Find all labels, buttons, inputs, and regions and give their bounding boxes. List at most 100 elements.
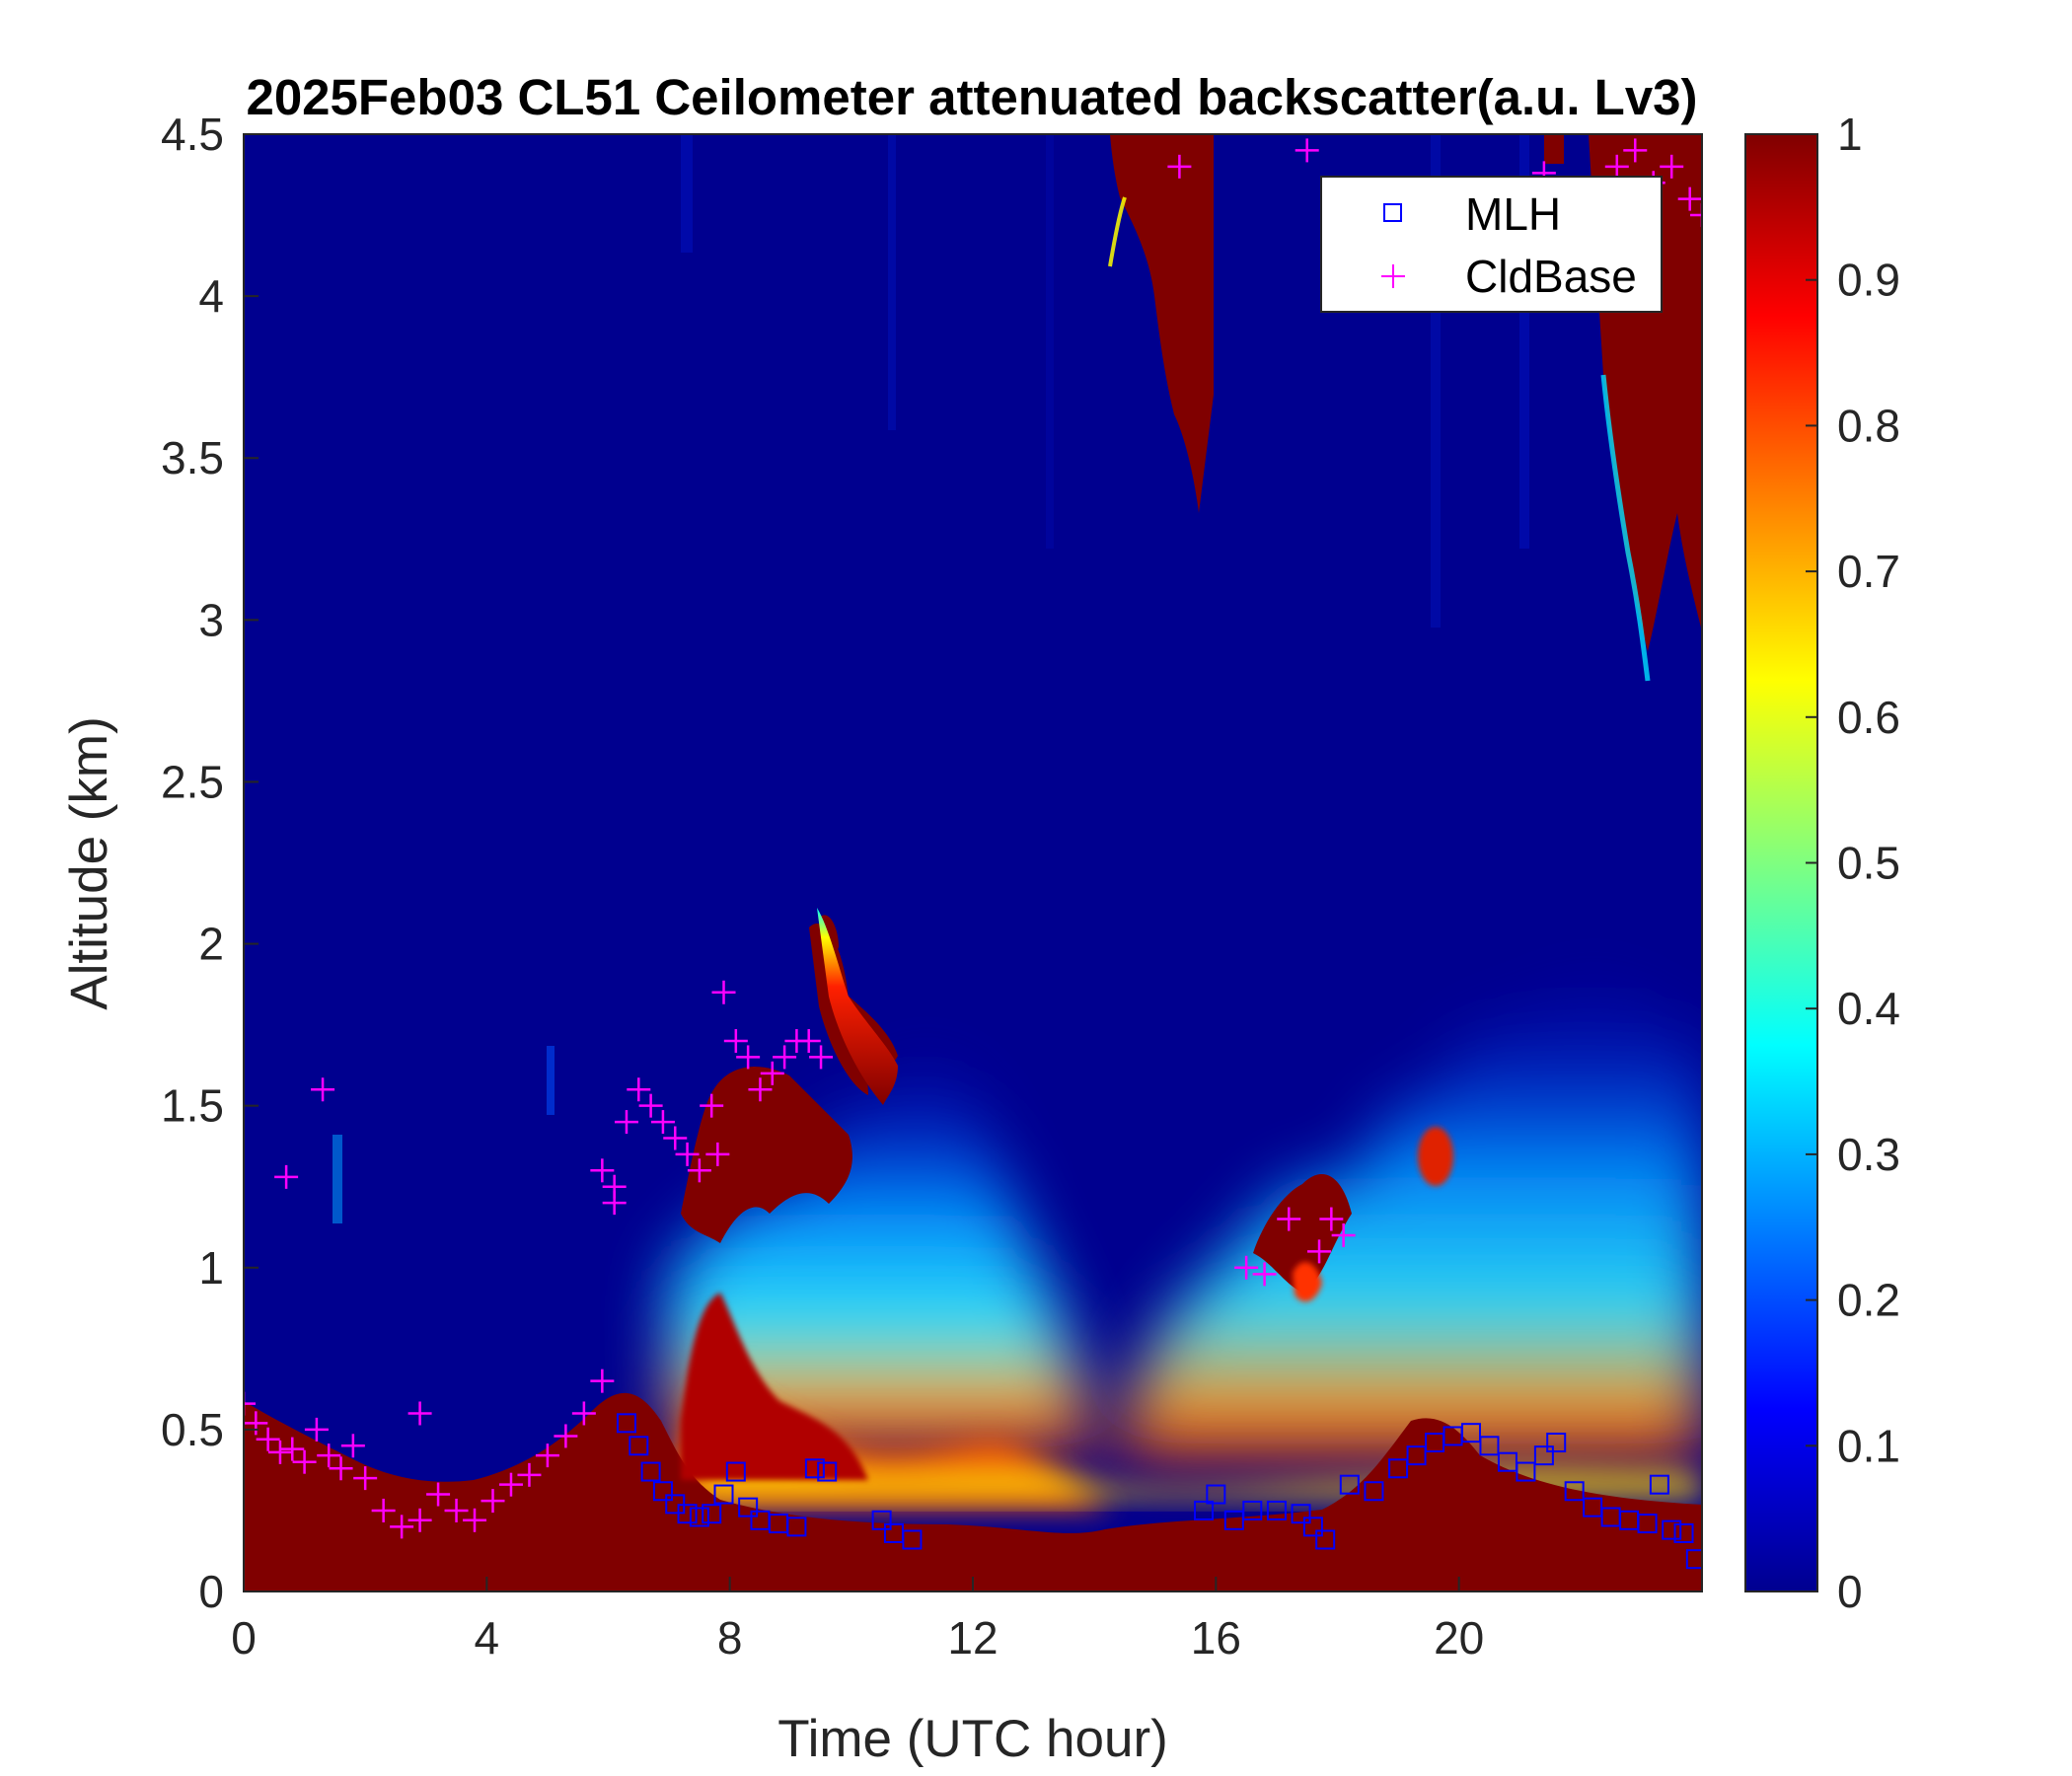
mlh-point	[1339, 1474, 1360, 1495]
mlh-point	[1364, 1481, 1384, 1502]
cldbase-point	[700, 1093, 724, 1118]
cloud-17h-core	[1293, 1262, 1322, 1302]
cldbase-point	[498, 1472, 523, 1497]
y-tick-label: 4	[198, 270, 224, 322]
upper-cloud-21h	[1544, 134, 1564, 164]
mlh-point	[1637, 1514, 1658, 1534]
cldbase-point	[390, 1515, 414, 1539]
mlh-point	[1242, 1500, 1263, 1520]
mlh-point	[1564, 1481, 1585, 1502]
cldbase-point	[1604, 154, 1629, 179]
mlh-point	[1406, 1445, 1427, 1466]
mlh-point	[725, 1461, 746, 1482]
cldbase-point	[1252, 1262, 1277, 1287]
cldbase-point	[304, 1417, 329, 1442]
mlh-point	[1673, 1522, 1694, 1543]
heatmap	[244, 134, 1702, 1591]
colorbar-tick-label: 0.8	[1837, 400, 1900, 451]
cldbase-point	[760, 1061, 784, 1085]
y-tick-label: 0	[198, 1566, 224, 1617]
aerosol-plume-morning	[671, 1049, 1095, 1450]
mlh-point	[1533, 1445, 1554, 1466]
mlh-point	[1302, 1517, 1323, 1537]
mlh-point	[713, 1484, 734, 1505]
mlh-point	[1266, 1500, 1287, 1520]
mlh-point	[640, 1461, 661, 1482]
colorbar-tick-label: 0	[1837, 1566, 1863, 1617]
cldbase-point	[554, 1424, 578, 1448]
mlh-point	[616, 1413, 636, 1434]
cldbase-point	[796, 1029, 821, 1054]
cldbase-point	[638, 1093, 663, 1118]
cldbase-point	[675, 1142, 700, 1166]
y-tick-label: 3	[198, 594, 224, 645]
cldbase-point	[340, 1434, 365, 1458]
cldbase-point	[627, 1077, 651, 1102]
chart-title: 2025Feb03 CL51 Ceilometer attenuated bac…	[246, 69, 1697, 125]
cldbase-point	[723, 1029, 748, 1054]
colorbar-tick-label: 0.2	[1837, 1275, 1900, 1326]
cldbase-point	[711, 980, 736, 1004]
cldbase-point	[687, 1158, 711, 1183]
upper-cloud-23h-edge	[1600, 374, 1651, 682]
mlh-point	[804, 1458, 825, 1479]
mlh-point	[1516, 1461, 1536, 1482]
cldbase-point	[1677, 186, 1702, 211]
cldbase-point	[535, 1443, 559, 1468]
aerosol-plume-evening	[1115, 970, 1702, 1460]
colorbar-tick-label: 1	[1837, 109, 1863, 160]
mlh-point	[1315, 1529, 1336, 1550]
colorbar-tick-label: 0.6	[1837, 692, 1900, 743]
cldbase-point	[444, 1498, 469, 1522]
x-axis: 0 4 8 12 16 20	[231, 1577, 1484, 1664]
cldbase-point	[317, 1443, 341, 1468]
cldbase-point	[602, 1191, 627, 1216]
cldbase-point	[614, 1110, 638, 1135]
cldbase-point	[280, 1437, 305, 1461]
cldbase-point	[256, 1427, 280, 1451]
x-tick-label: 8	[717, 1612, 743, 1664]
colorbar-tick-label: 0.1	[1837, 1420, 1900, 1471]
cldbase-point	[1295, 138, 1319, 163]
upper-cloud-15h	[1110, 134, 1214, 513]
mlh-point	[689, 1507, 709, 1527]
legend-mlh-marker	[1383, 203, 1402, 222]
cldbase-point	[311, 1077, 335, 1102]
cldbase-point	[748, 1077, 773, 1102]
cldbase-point	[705, 1142, 730, 1166]
legend-cldbase-marker	[1381, 264, 1405, 288]
x-tick-label: 12	[947, 1612, 998, 1664]
cldbase-point	[407, 1508, 432, 1532]
y-tick-label: 2.5	[161, 756, 224, 807]
x-tick-label: 4	[475, 1612, 500, 1664]
mlh-point	[1206, 1484, 1226, 1505]
mlh-point	[1685, 1549, 1702, 1570]
cldbase-point	[663, 1126, 688, 1150]
cldbase-point	[590, 1158, 615, 1183]
evening-core	[1418, 1127, 1453, 1186]
cldbase-point	[481, 1489, 505, 1514]
y-tick-label: 2	[198, 919, 224, 970]
cldbase-point	[329, 1456, 353, 1481]
mlh-point	[817, 1461, 838, 1482]
y-tick-label: 1.5	[161, 1080, 224, 1132]
cldbase-point	[1277, 1207, 1301, 1231]
mlh-point	[702, 1504, 722, 1524]
cldbase-point	[292, 1449, 317, 1474]
mlh-point	[738, 1497, 759, 1517]
colorbar-tick-label: 0.3	[1837, 1129, 1900, 1180]
mlh-point	[1194, 1500, 1215, 1520]
x-axis-label: Time (UTC hour)	[777, 1710, 1168, 1768]
cldbase-point	[1623, 138, 1648, 163]
cldbase-point	[244, 1411, 268, 1436]
mlh-point	[677, 1504, 698, 1524]
cldbase-point	[407, 1401, 432, 1426]
cldbase-point	[517, 1462, 542, 1487]
cldbase-point	[463, 1508, 487, 1532]
mlh-point	[871, 1510, 892, 1530]
colorbar-tick-label: 0.4	[1837, 983, 1900, 1034]
marker-layer	[244, 138, 1702, 1570]
mlh-point	[1479, 1436, 1500, 1456]
mlh-point	[629, 1436, 649, 1456]
surface-layer	[244, 1392, 1702, 1591]
